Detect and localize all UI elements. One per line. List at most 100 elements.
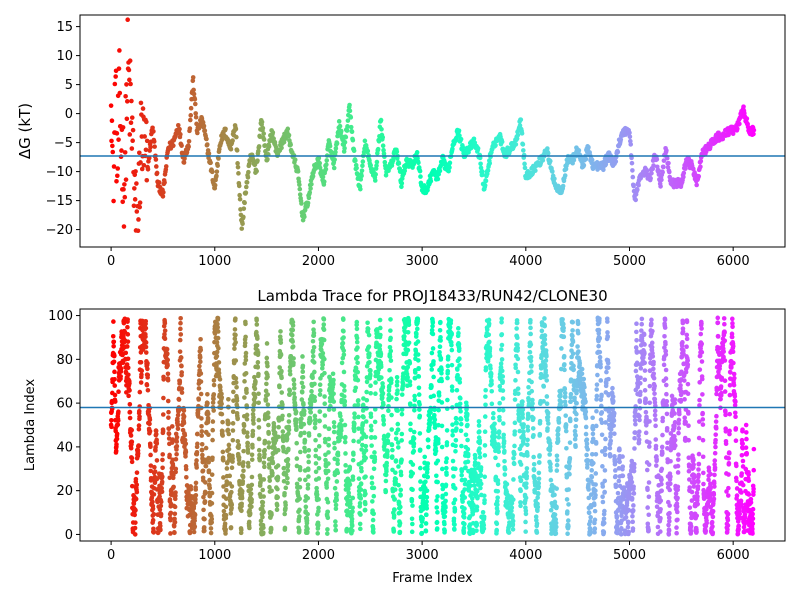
- lambda-point: [286, 468, 291, 473]
- lambda-point: [373, 435, 378, 440]
- lambda-point: [424, 506, 429, 511]
- lambda-point: [361, 403, 366, 408]
- delta-g-point: [213, 183, 218, 188]
- lambda-point: [205, 401, 210, 406]
- lambda-point: [456, 331, 461, 336]
- lambda-point: [478, 486, 483, 491]
- delta-g-point: [375, 160, 380, 165]
- delta-g-point: [630, 168, 635, 173]
- lambda-point: [222, 509, 227, 514]
- lambda-point: [262, 460, 267, 465]
- lambda-point: [436, 458, 441, 463]
- lambda-point: [343, 463, 348, 468]
- lambda-point: [312, 370, 317, 375]
- lambda-point: [454, 438, 459, 443]
- lambda-point: [210, 455, 215, 460]
- delta-g-point: [350, 129, 355, 134]
- lambda-point: [425, 467, 430, 472]
- lambda-point: [462, 487, 467, 492]
- lambda-point: [167, 432, 172, 437]
- lambda-point: [521, 422, 526, 427]
- lambda-point: [373, 380, 378, 385]
- delta-g-point: [338, 124, 343, 129]
- lambda-point: [232, 346, 237, 351]
- lambda-point: [554, 521, 559, 526]
- lambda-point: [454, 416, 459, 421]
- lambda-point: [233, 316, 238, 321]
- lambda-point: [418, 479, 423, 484]
- lambda-point: [125, 317, 130, 322]
- lambda-point: [365, 320, 370, 325]
- lambda-point: [278, 329, 283, 334]
- delta-g-point: [332, 157, 337, 162]
- lambda-point: [179, 355, 184, 360]
- delta-g-y-tick-label: 15: [56, 20, 73, 35]
- lambda-point: [465, 438, 470, 443]
- lambda-point: [182, 408, 187, 413]
- lambda-point: [127, 381, 132, 386]
- lambda-point: [364, 444, 369, 449]
- lambda-point: [381, 402, 386, 407]
- lambda-point: [553, 512, 558, 517]
- lambda-point: [431, 394, 436, 399]
- lambda-point: [564, 446, 569, 451]
- lambda-point: [326, 450, 331, 455]
- delta-g-point: [354, 166, 359, 171]
- delta-g-point: [483, 183, 488, 188]
- lambda-point: [280, 402, 285, 407]
- lambda-point: [567, 464, 572, 469]
- lambda-point: [327, 426, 332, 431]
- delta-g-point: [110, 144, 115, 149]
- delta-g-point: [182, 160, 187, 165]
- lambda-point: [443, 499, 448, 504]
- delta-g-point: [155, 171, 160, 176]
- lambda-point: [515, 321, 520, 326]
- lambda-point: [219, 395, 224, 400]
- delta-g-point: [255, 158, 260, 163]
- lambda-point: [234, 380, 239, 385]
- lambda-point: [384, 461, 389, 466]
- lambda-point: [332, 420, 337, 425]
- lambda-point: [134, 477, 139, 482]
- lambda-point: [266, 431, 271, 436]
- lambda-point: [205, 392, 210, 397]
- lambda-point: [165, 351, 170, 356]
- lambda-point: [287, 428, 292, 433]
- delta-g-point: [308, 186, 313, 191]
- lambda-point: [199, 416, 204, 421]
- lambda-point: [322, 327, 327, 332]
- lambda-point: [426, 461, 431, 466]
- lambda-point: [568, 456, 573, 461]
- lambda-point: [395, 408, 400, 413]
- delta-g-point: [343, 140, 348, 145]
- lambda-point: [315, 492, 320, 497]
- delta-g-y-tick-label: 0: [65, 107, 73, 122]
- lambda-point: [165, 363, 170, 368]
- delta-g-y-axis-label: ΔG (kT): [16, 103, 34, 159]
- lambda-point: [367, 360, 372, 365]
- lambda-point: [283, 486, 288, 491]
- lambda-point: [437, 393, 442, 398]
- lambda-point: [215, 354, 220, 359]
- delta-g-point: [335, 141, 340, 146]
- lambda-point: [343, 435, 348, 440]
- lambda-point: [544, 348, 549, 353]
- lambda-point: [270, 471, 275, 476]
- lambda-point: [497, 408, 502, 413]
- lambda-point: [229, 503, 234, 508]
- lambda-point: [450, 363, 455, 368]
- lambda-point: [410, 471, 415, 476]
- delta-g-point: [436, 177, 441, 182]
- lambda-point: [220, 429, 225, 434]
- lambda-point: [556, 439, 561, 444]
- delta-g-point: [261, 131, 266, 136]
- delta-g-point: [628, 134, 633, 139]
- delta-g-point: [179, 143, 184, 148]
- lambda-point: [356, 403, 361, 408]
- lambda-point: [133, 526, 138, 531]
- lambda-point: [438, 338, 443, 343]
- lambda-point: [264, 398, 269, 403]
- delta-g-y-tick-label: 5: [65, 78, 73, 93]
- lambda-point: [294, 410, 299, 415]
- delta-g-point: [307, 190, 312, 195]
